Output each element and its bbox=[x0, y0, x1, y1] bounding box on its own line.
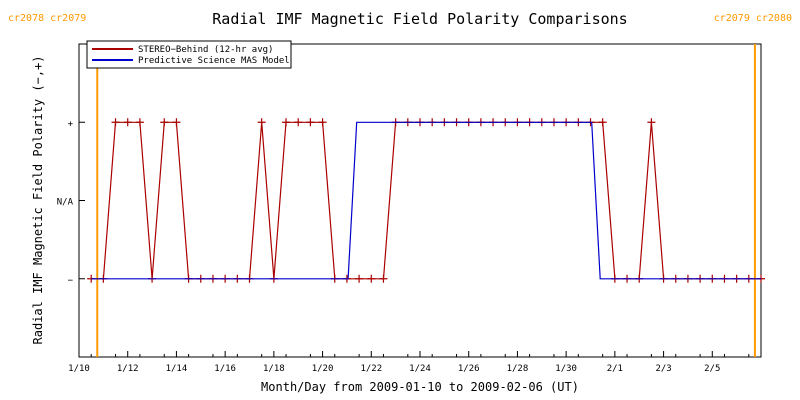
series-line-1 bbox=[91, 121, 761, 280]
series-0-point bbox=[598, 118, 607, 127]
x-tick-label: 1/18 bbox=[263, 364, 285, 374]
y-axis-label: Radial IMF Magnetic Field Polarity (−,+) bbox=[31, 56, 45, 345]
carrington-rotation-label: cr2078 cr2079 bbox=[8, 13, 86, 24]
x-tick-label: 1/14 bbox=[166, 364, 188, 374]
x-tick-label: 1/24 bbox=[409, 364, 431, 374]
x-axis-ticks: 1/10 1/12 1/14 1/16 1/18 1/20 1/22 1/24 1/26 1/28… bbox=[68, 351, 750, 374]
x-axis-label: Month/Day from 2009-01-10 to 2009-02-06 … bbox=[261, 380, 579, 394]
x-tick-label: 2/3 bbox=[655, 364, 671, 374]
series-0-point bbox=[294, 118, 303, 127]
x-tick-label: 2/1 bbox=[607, 364, 623, 374]
series-0-point bbox=[306, 118, 315, 127]
y-tick-label: + bbox=[68, 119, 74, 129]
x-tick-label: 2/5 bbox=[704, 364, 720, 374]
series-0-point bbox=[172, 118, 181, 127]
x-tick-label: 1/26 bbox=[458, 364, 480, 374]
y-tick-label: − bbox=[68, 276, 74, 286]
legend-box bbox=[86, 40, 292, 69]
x-tick-label: 1/22 bbox=[360, 364, 382, 374]
x-tick-label: 1/20 bbox=[312, 364, 334, 374]
series-0-point bbox=[257, 118, 266, 127]
carrington-markers: cr2078 cr2079 cr2079 cr2080 bbox=[8, 13, 792, 357]
series-line-0 bbox=[91, 121, 761, 280]
legend: STEREO−Behind (12-hr avg)Predictive Scie… bbox=[86, 40, 292, 69]
series-0-point bbox=[379, 274, 388, 283]
series-0-point bbox=[111, 118, 120, 127]
series-0-point bbox=[367, 274, 376, 283]
x-tick-label: 1/12 bbox=[117, 364, 139, 374]
x-tick-label: 1/28 bbox=[507, 364, 529, 374]
series-0-point bbox=[355, 274, 364, 283]
series-layer bbox=[87, 118, 765, 283]
carrington-rotation-label: cr2079 cr2080 bbox=[714, 13, 792, 24]
series-0-point bbox=[160, 118, 169, 127]
series-0-point bbox=[123, 118, 132, 127]
y-axis-ticks: + N/A − bbox=[57, 119, 85, 286]
chart-title: Radial IMF Magnetic Field Polarity Compa… bbox=[212, 10, 627, 28]
series-0-point bbox=[282, 118, 291, 127]
plot-frame bbox=[78, 43, 762, 358]
legend-label: STEREO−Behind (12-hr avg) bbox=[138, 45, 273, 55]
series-0-point bbox=[135, 118, 144, 127]
legend-label: Predictive Science MAS Model bbox=[138, 56, 290, 66]
series-0-point bbox=[318, 118, 327, 127]
series-0-point bbox=[647, 118, 656, 127]
y-tick-label: N/A bbox=[57, 198, 74, 208]
x-tick-label: 1/30 bbox=[555, 364, 577, 374]
x-tick-label: 1/10 bbox=[68, 364, 90, 374]
x-tick-label: 1/16 bbox=[214, 364, 236, 374]
